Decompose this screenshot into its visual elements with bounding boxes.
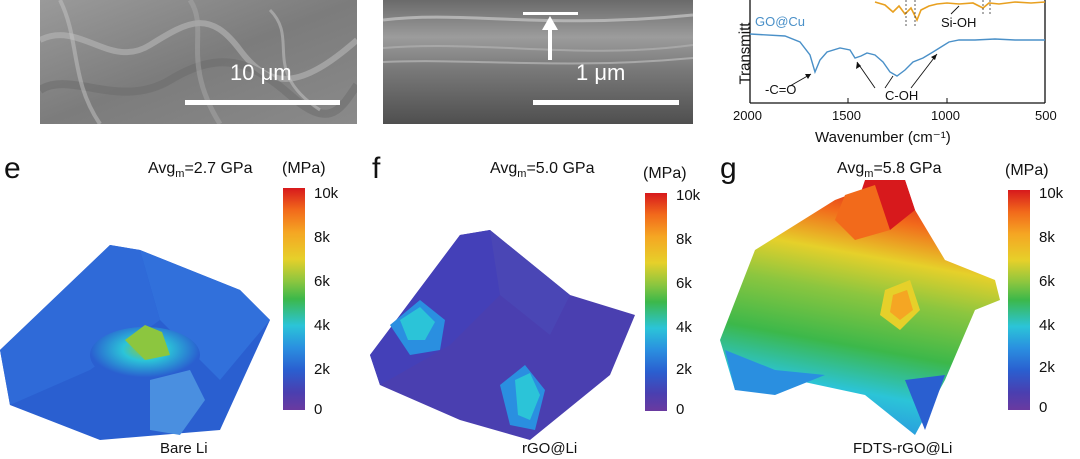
colorbar-tick: 0 <box>676 401 685 418</box>
colorbar-tick: 8k <box>314 229 330 246</box>
panel-letter: g <box>720 152 737 185</box>
ftir-annotation-c-o: -C=O <box>765 82 797 97</box>
ftir-svg <box>749 0 1046 104</box>
surface-caption: Bare Li <box>160 440 208 457</box>
fdts-series-line <box>874 1 1046 22</box>
colorbar-unit: (MPa) <box>1005 162 1049 179</box>
ftir-xtick-500: 500 <box>1035 108 1057 123</box>
colorbar-tick: 10k <box>676 187 701 204</box>
thickness-indicator-top-line <box>523 12 578 15</box>
panel-e: e Avgm=2.7 GPa (MPa) 10k 8k 6k 4k 2k 0 B… <box>0 150 360 459</box>
colorbar-tick: 4k <box>1039 317 1055 334</box>
sem-middle-scale-label: 1 μm <box>576 60 626 85</box>
panel-letter: f <box>372 152 381 185</box>
sem-image-left: 10 μm <box>40 0 357 124</box>
panel-g: g Avgm=5.8 GPa (MPa) 10k 8k 6k 4k 2k 0 <box>715 150 1080 459</box>
surface-caption: rGO@Li <box>522 440 578 457</box>
ftir-annotation-c-oh: C-OH <box>885 88 919 103</box>
colorbar-tick: 2k <box>676 361 692 378</box>
sem-left-scale-label: 10 μm <box>230 60 292 85</box>
colorbar-tick: 6k <box>676 275 692 292</box>
colorbar-tick: 8k <box>1039 229 1055 246</box>
colorbar-tick: 8k <box>676 231 692 248</box>
colorbar-tick: 0 <box>1039 399 1048 416</box>
ftir-annotation-si-oh: Si-OH <box>941 15 977 30</box>
sem-middle-scale-bar <box>533 100 679 105</box>
avg-modulus-label: Avgm=2.7 GPa <box>148 160 253 181</box>
panel-f: f Avgm=5.0 GPa (MPa) 10k 8k 6k 4k 2k 0 r… <box>360 150 720 459</box>
surface-caption: FDTS-rGO@Li <box>853 440 953 457</box>
avg-modulus-label: Avgm=5.8 GPa <box>837 160 942 181</box>
colorbar-tick: 2k <box>1039 359 1055 376</box>
ftir-xtick-2000: 2000 <box>733 108 762 123</box>
surface-plot-f <box>370 225 640 440</box>
colorbar-tick: 10k <box>314 185 339 202</box>
ftir-xtick-1000: 1000 <box>931 108 960 123</box>
colorbar <box>1008 190 1030 410</box>
colorbar-tick: 0 <box>314 401 323 418</box>
colorbar-unit: (MPa) <box>643 165 687 182</box>
colorbar-tick: 6k <box>314 273 330 290</box>
colorbar-tick: 4k <box>314 317 330 334</box>
ftir-xtick-1500: 1500 <box>832 108 861 123</box>
thickness-arrow-icon <box>540 14 560 60</box>
go-cu-series-line <box>749 33 1045 77</box>
ftir-xlabel: Wavenumber (cm⁻¹) <box>815 129 951 146</box>
colorbar-tick: 4k <box>676 319 692 336</box>
ftir-legend-go-cu: GO@Cu <box>755 14 806 29</box>
sem-image-middle: 1 μm <box>383 0 693 124</box>
avg-modulus-label: Avgm=5.0 GPa <box>490 160 595 181</box>
surface-plot-g <box>715 180 1005 435</box>
colorbar-unit: (MPa) <box>282 160 326 177</box>
colorbar-tick: 2k <box>314 361 330 378</box>
sem-left-scale-bar <box>185 100 340 105</box>
panel-letter: e <box>4 152 21 185</box>
colorbar <box>283 188 305 410</box>
colorbar <box>645 193 667 411</box>
colorbar-tick: 10k <box>1039 185 1064 202</box>
ftir-plot: Transmitt GO@Cu Si-OH -C=O C-OH 2000 150… <box>715 0 1080 150</box>
ftir-ylabel: Transmitt <box>736 22 754 85</box>
surface-plot-e <box>0 230 290 440</box>
colorbar-tick: 6k <box>1039 273 1055 290</box>
